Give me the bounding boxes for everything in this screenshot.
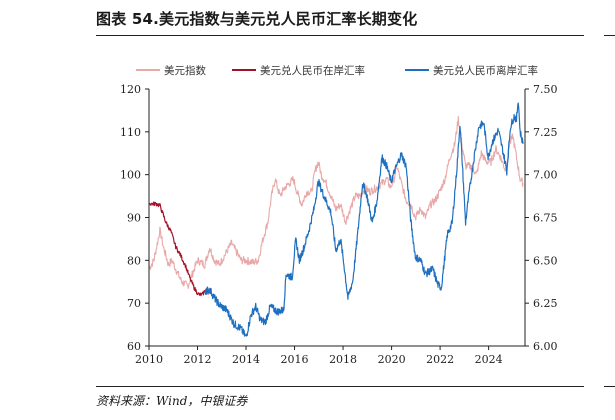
series-line-1 (148, 115, 524, 289)
x-tick-label: 2024 (475, 353, 503, 366)
left-tick-label: 60 (127, 340, 141, 353)
x-tick-label: 2014 (232, 353, 260, 366)
x-tick-label: 2018 (329, 353, 357, 366)
legend-label-2: 美元兑人民币在岸汇率 (260, 64, 365, 77)
source-note: 资料来源：Wind，中银证券 (96, 394, 248, 408)
chart-axes: 60 70 80 90 100 110 120 6.00 6.25 6.50 6.75 7.00 7.2… (120, 83, 558, 366)
right-tick-label: 6.00 (533, 340, 558, 353)
legend-label-3: 美元兑人民币离岸汇率 (433, 64, 538, 77)
chart-legend: 美元指数 美元兑人民币在岸汇率 美元兑人民币离岸汇率 (136, 64, 538, 77)
left-tick-label: 90 (127, 212, 141, 225)
x-tick-label: 2012 (184, 353, 212, 366)
x-tick-label: 2022 (426, 353, 454, 366)
right-tick-label: 6.50 (533, 254, 558, 267)
left-tick-label: 100 (120, 169, 141, 182)
edge-rule-bottom (604, 386, 615, 387)
right-tick-label: 7.00 (533, 169, 558, 182)
series-line-3 (204, 102, 524, 337)
x-tick-label: 2020 (378, 353, 406, 366)
left-tick-label: 110 (120, 126, 141, 139)
right-tick-label: 7.25 (533, 126, 558, 139)
left-tick-label: 80 (127, 254, 141, 267)
x-tick-label: 2016 (281, 353, 309, 366)
x-tick-label: 2010 (135, 353, 163, 366)
right-tick-label: 6.25 (533, 297, 558, 310)
right-tick-label: 6.75 (533, 212, 558, 225)
title-rule (96, 35, 584, 36)
edge-rule-top (604, 35, 615, 36)
right-tick-label: 7.50 (533, 83, 558, 96)
left-tick-label: 70 (127, 297, 141, 310)
source-rule (96, 386, 584, 387)
left-tick-label: 120 (120, 83, 141, 96)
plot-area (148, 102, 524, 337)
series-line-2 (148, 201, 209, 297)
figure-title: 图表 54.美元指数与美元兑人民币汇率长期变化 (96, 10, 418, 28)
legend-label-1: 美元指数 (164, 64, 206, 77)
